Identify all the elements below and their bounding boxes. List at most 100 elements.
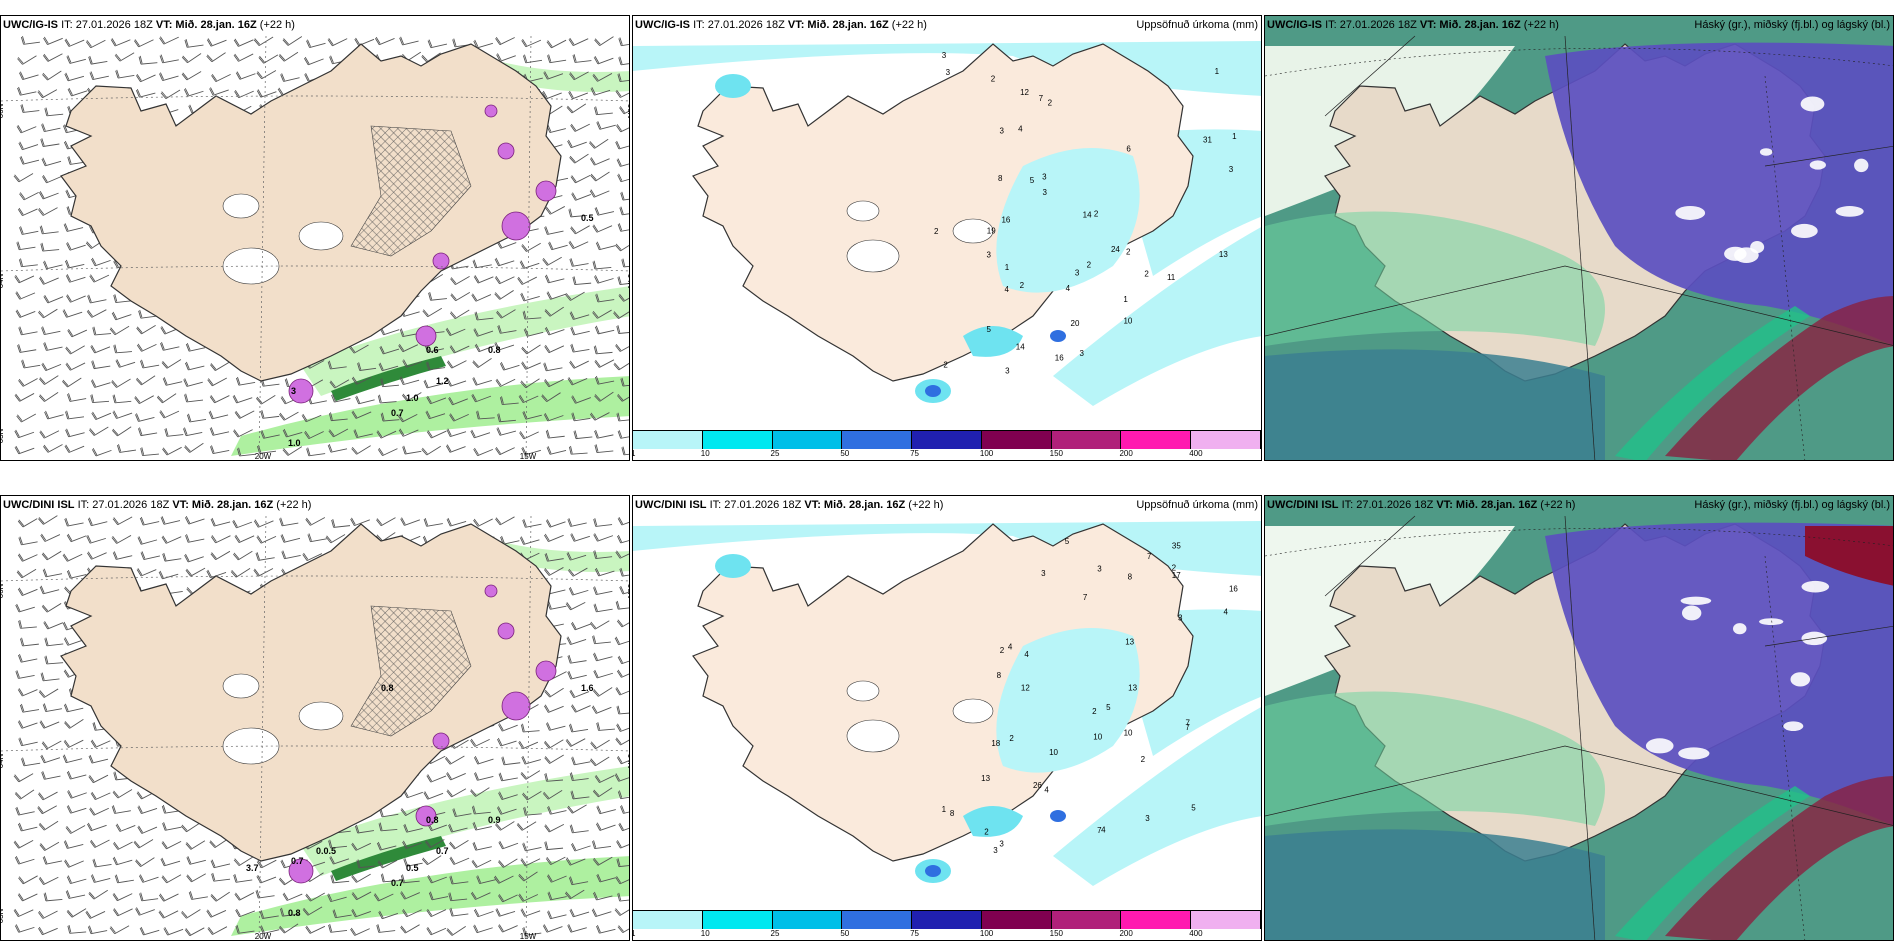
precip-value: 4 [1018, 125, 1023, 134]
precip-value: 4 [1224, 608, 1229, 617]
precip-area-moderate [963, 326, 1023, 357]
clear-patch [1835, 206, 1864, 217]
precip-title: Uppsöfnuð úrkoma (mm) [1136, 19, 1258, 31]
precip-value: 3 [1041, 569, 1046, 578]
legend-tick: 100 [979, 929, 994, 938]
glacier [846, 719, 900, 753]
precip-value: 7 [1147, 552, 1152, 561]
precip-title: Uppsöfnuð úrkoma (mm) [1136, 499, 1258, 511]
precip-cell [415, 325, 437, 347]
precip-value: 3 [986, 251, 991, 260]
cloud-streak [1665, 296, 1893, 460]
precip-value: 12 [1020, 88, 1029, 97]
precip-cell [432, 252, 450, 270]
clear-patch [1791, 223, 1818, 238]
precip-value: 8 [998, 174, 1003, 183]
wind-value: 0.7 [436, 846, 449, 856]
lat-label: 64N [626, 754, 630, 769]
graticule [1265, 47, 1893, 460]
precip-area-moderate [715, 554, 751, 578]
precip-value: 13 [1219, 250, 1228, 259]
precip-value: 35 [1172, 541, 1181, 550]
legend-swatch [1051, 431, 1122, 449]
legend-swatch [1051, 911, 1122, 929]
iceland-landmass [692, 43, 1194, 382]
precip-cell [535, 660, 557, 682]
clear-patch [1759, 148, 1773, 156]
precip-value: 1 [1005, 263, 1010, 272]
high-cloud [1545, 42, 1893, 346]
precip-cell [484, 584, 498, 598]
wind-map-top: 0.51.01.20.71.00.80.6366N64N63N66N64N20W… [1, 35, 629, 460]
precip-value: 4 [1008, 642, 1013, 651]
cloud-streak [1665, 776, 1893, 940]
cloud-title: Háský (gr.), miðský (fj.bl.) og lágský (… [1694, 499, 1890, 511]
precip-value: 4 [1066, 284, 1071, 293]
precip-value: 16 [1055, 354, 1064, 363]
glacier [952, 218, 994, 244]
precip-area-heavy [1050, 330, 1066, 342]
precip-area [1053, 227, 1261, 406]
highland-hatch [350, 125, 472, 257]
graticule [1265, 515, 1893, 940]
precip-value: 13 [981, 774, 990, 783]
clear-patch [1678, 747, 1710, 760]
legend-swatch [912, 911, 982, 929]
legend-tick: 100 [979, 449, 994, 458]
highland-hatch [350, 605, 472, 737]
precip-value: 2 [1141, 755, 1146, 764]
wind-value: 1.0 [288, 438, 301, 448]
precip-value: 2 [1094, 209, 1099, 218]
legend-tick: 10 [700, 929, 710, 938]
clear-patch [1854, 158, 1869, 173]
lat-label: 63N [1, 428, 5, 443]
precip-value: 24 [1111, 245, 1120, 254]
wind-value: 3 [291, 386, 296, 396]
precip-value: 3 [946, 68, 951, 77]
precip-value: 3 [1229, 165, 1234, 174]
precip-legend: 1 10 25 50 75 100 150 200 400 [633, 910, 1261, 940]
precip-map-bottom: 4443537102433224571712132613161835871013… [633, 521, 1261, 886]
legend-swatch [1121, 911, 1192, 929]
precip-value: 3 [993, 846, 998, 855]
precip-band-heavy [331, 356, 446, 401]
precip-value: 14 [1016, 343, 1025, 352]
precip-band-heavy [331, 836, 446, 881]
cloud-title: Háský (gr.), miðský (fj.bl.) og lágský (… [1694, 19, 1890, 31]
legend-tick: 1 [633, 929, 635, 938]
precip-area-heavy [925, 385, 941, 397]
precip-value: 2 [1020, 281, 1025, 290]
precip-cell [432, 732, 450, 750]
precip-value: 3 [1178, 613, 1183, 622]
precip-value: 12 [1021, 683, 1030, 692]
panel-cloud-bottom: UWC/DINI ISL IT: 27.01.2026 18Z VT: Mið.… [1264, 495, 1894, 941]
wind-map-bottom: 1.60.50.70.70.80.90.80.70.83.70.0.566N64… [1, 515, 630, 941]
precip-value: 2 [1000, 646, 1005, 655]
panel-header: UWC/IG-IS IT: 27.01.2026 18Z VT: Mið. 28… [1267, 19, 1559, 31]
legend-swatch [912, 431, 982, 449]
precip-value: 2 [1048, 99, 1053, 108]
precip-area [1053, 707, 1261, 886]
legend-tick: 400 [1189, 449, 1203, 458]
precip-value: 5 [1030, 176, 1035, 185]
clear-patch [1783, 721, 1804, 731]
precip-value: 8 [997, 671, 1002, 680]
precip-value: 7 [1083, 593, 1088, 602]
lat-label: 66N [1, 103, 5, 118]
lon-label: 20W [255, 932, 272, 941]
panel-precip-bottom: UWC/DINI ISL IT: 27.01.2026 18Z VT: Mið.… [632, 495, 1262, 941]
glacier [298, 221, 344, 251]
legend-tick: 50 [840, 449, 850, 458]
precip-area [996, 148, 1140, 293]
precip-value: 1 [1215, 67, 1220, 76]
legend-swatch [633, 431, 703, 449]
precip-value: 2 [943, 360, 948, 369]
precip-area-moderate [963, 806, 1023, 837]
glacier [846, 239, 900, 273]
panel-header: UWC/DINI ISL IT: 27.01.2026 18Z VT: Mið.… [3, 499, 312, 511]
cloud-map-bottom [1265, 496, 1893, 940]
panel-header: UWC/IG-IS IT: 27.01.2026 18Z VT: Mið. 28… [635, 19, 927, 31]
legend-tick: 10 [700, 449, 710, 458]
precip-value: 17 [1172, 571, 1181, 580]
legend-tick: 25 [770, 449, 780, 458]
